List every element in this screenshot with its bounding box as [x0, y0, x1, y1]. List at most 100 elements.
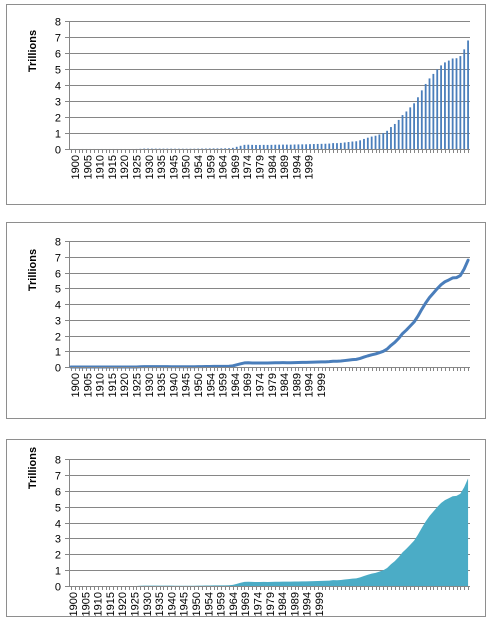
- gridlines: [69, 241, 470, 352]
- bar-1979: [374, 135, 377, 149]
- area-chart-panel[interactable]: 0 1 2 3 4 5 6 7 8 Trillions 1900 1905 1910 1915 1920 19…: [6, 439, 486, 617]
- x-tick-label: 1989: [289, 592, 301, 616]
- x-tick-label: 1915: [107, 155, 119, 179]
- x-tick-label: 1969: [240, 592, 252, 616]
- x-tick-label: 1920: [117, 592, 129, 616]
- y-tick-label: 4: [55, 300, 61, 312]
- y-tick-label: 3: [55, 534, 61, 546]
- x-tick-label: 1959: [218, 373, 230, 397]
- x-tick-label: 1910: [93, 592, 105, 616]
- bar-1968: [332, 143, 335, 149]
- bar-1980: [378, 134, 381, 149]
- bar-1936: [208, 148, 211, 149]
- x-tick-label: 1925: [130, 592, 142, 616]
- bar-1962: [309, 144, 311, 149]
- y-axis-title: Trillions: [27, 30, 39, 72]
- bar-1960: [301, 144, 304, 149]
- x-tick-label: 1945: [168, 155, 180, 179]
- bar-1941: [228, 148, 230, 149]
- y-tick-label: 1: [55, 129, 61, 141]
- gridlines: [69, 21, 470, 134]
- bar-1940: [224, 148, 227, 149]
- bar-1970: [339, 142, 342, 149]
- bar-1946: [247, 144, 250, 149]
- y-tick-label: 2: [55, 332, 61, 344]
- bar-1939: [220, 148, 223, 149]
- y-tick-label: 1: [55, 347, 61, 359]
- x-tick-label: 1964: [228, 592, 240, 616]
- x-tick-label: 1940: [168, 373, 180, 397]
- bar-2000: [455, 58, 458, 149]
- x-tick-label: 1989: [279, 155, 291, 179]
- x-tick-label: 1979: [255, 155, 267, 179]
- bar-1995: [436, 69, 439, 149]
- x-tick-label: 1945: [181, 373, 193, 397]
- bar-chart-panel[interactable]: 0 1 2 3 4 5 6 7 8 Trillions 1900 1905 1910 1915 1920 19…: [6, 4, 486, 205]
- bar-1998: [447, 60, 450, 149]
- bar-1973: [351, 141, 354, 149]
- y-axis: 0 1 2 3 4 5 6 7 8: [55, 17, 70, 157]
- bar-1967: [328, 143, 331, 149]
- x-tick-label: 1900: [70, 373, 82, 397]
- x-tick-label: 1959: [216, 592, 228, 616]
- x-tick-label: 1930: [144, 155, 156, 179]
- bar-1951: [266, 144, 269, 149]
- x-tick-label: 1979: [265, 592, 277, 616]
- bar-1958: [293, 144, 296, 149]
- bar-1997: [444, 62, 446, 149]
- y-tick-label: 2: [55, 113, 61, 125]
- y-tick-label: 8: [55, 17, 61, 29]
- x-tick-label: 1940: [166, 592, 178, 616]
- x-tick-label: 1954: [203, 592, 215, 616]
- y-tick-label: 5: [55, 65, 61, 77]
- bar-1965: [320, 143, 323, 149]
- data-series: [70, 40, 469, 150]
- x-tick-label: 1974: [242, 155, 254, 179]
- x-tick-label: 1925: [132, 373, 144, 397]
- x-tick-label: 1959: [205, 155, 217, 179]
- y-tick-label: 4: [55, 81, 61, 93]
- y-tick-label: 2: [55, 550, 61, 562]
- y-tick-label: 0: [55, 363, 61, 375]
- x-tick-label: 1905: [80, 592, 92, 616]
- y-axis: 0 1 2 3 4 5 6 7 8: [55, 455, 70, 594]
- bar-1963: [312, 144, 315, 149]
- data-series: [69, 258, 470, 369]
- bar-2001: [459, 56, 462, 150]
- x-tick-label: 1950: [181, 155, 193, 179]
- bar-1969: [336, 143, 338, 149]
- bar-1937: [212, 148, 215, 149]
- bar-1959: [297, 144, 300, 149]
- bar-1986: [401, 115, 404, 149]
- series-line: [69, 258, 470, 369]
- bar-1988: [409, 107, 412, 149]
- y-axis-title: Trillions: [27, 447, 39, 489]
- x-tick-label: 1930: [142, 592, 154, 616]
- x-tick-label: 1984: [277, 592, 289, 616]
- y-tick-label: 7: [55, 471, 61, 483]
- x-tick-label: 1984: [279, 373, 291, 397]
- line-chart-panel[interactable]: 0 1 2 3 4 5 6 7 8 Trillions 1900 1905 1910 1915 1920 19…: [6, 222, 486, 419]
- bar-1982: [386, 130, 388, 149]
- x-tick-label: 1905: [82, 155, 94, 179]
- x-tick-label: 1954: [193, 155, 205, 179]
- x-tick-label: 1920: [119, 155, 131, 179]
- bar-2003: [467, 40, 469, 149]
- x-tick-label: 1930: [144, 373, 156, 397]
- x-tick-label: 1974: [255, 373, 267, 397]
- x-tick-label: 1950: [193, 373, 205, 397]
- x-tick-label: 1950: [191, 592, 203, 616]
- bar-1961: [305, 144, 308, 149]
- bar-1953: [274, 144, 277, 149]
- x-tick-label: 1964: [218, 155, 230, 179]
- bar-1938: [216, 148, 219, 149]
- x-tick-label: 1915: [105, 592, 117, 616]
- y-tick-label: 3: [55, 97, 61, 109]
- x-tick-label: 1969: [242, 373, 254, 397]
- bar-1950: [262, 144, 265, 149]
- y-axis-title: Trillions: [27, 249, 39, 291]
- bar-1977: [366, 137, 369, 149]
